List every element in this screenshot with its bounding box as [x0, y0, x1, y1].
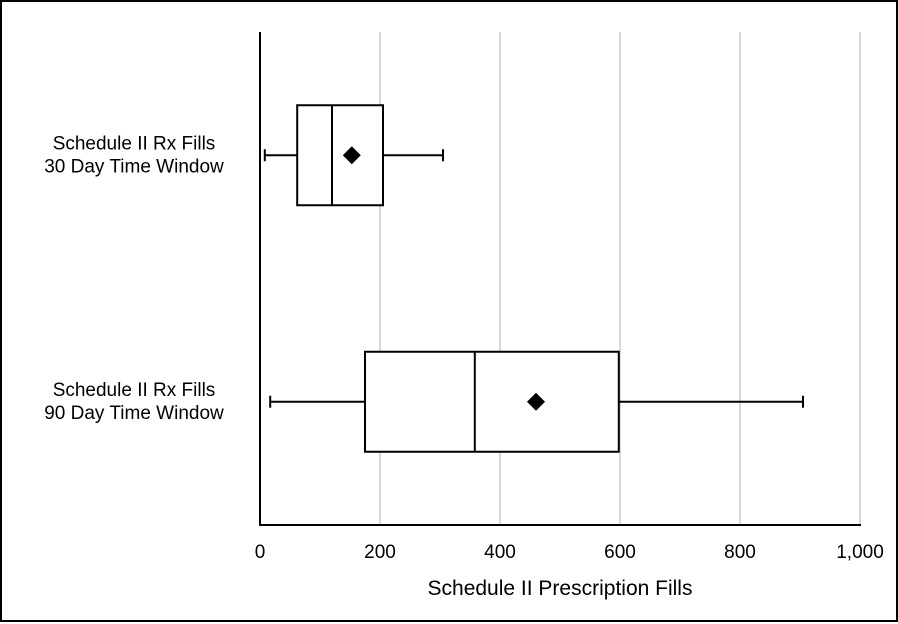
- box-series: [263, 104, 804, 453]
- category-label-line: Schedule II Rx Fills: [53, 133, 216, 154]
- category-labels: Schedule II Rx Fills 30 Day Time WindowSc…: [44, 133, 224, 424]
- axes: [259, 32, 861, 526]
- category-label-line: 30 Day Time Window: [44, 156, 224, 177]
- category-label-1: Schedule II Rx Fills 30 Day Time Window: [44, 133, 224, 177]
- box-1: [263, 104, 444, 207]
- x-tick-label-400: 400: [484, 542, 516, 563]
- iqr-box: [296, 104, 385, 207]
- box-2: [269, 350, 804, 453]
- category-label-line: Schedule II Rx Fills: [53, 380, 216, 401]
- category-label-line: 90 Day Time Window: [44, 403, 224, 424]
- category-label-2: Schedule II Rx Fills 90 Day Time Window: [44, 380, 224, 424]
- iqr-box: [364, 350, 620, 453]
- mean-marker: [342, 146, 361, 165]
- x-tick-label-1000: 1,000: [836, 542, 884, 563]
- x-axis-title: Schedule II Prescription Fills: [428, 577, 693, 600]
- x-tick-label-800: 800: [724, 542, 756, 563]
- x-tick-label-600: 600: [604, 542, 636, 563]
- x-tick-labels: 0 200 400 600 800 1,000: [255, 542, 884, 563]
- x-tick-label-200: 200: [364, 542, 396, 563]
- mean-marker: [527, 392, 545, 411]
- x-tick-label-0: 0: [255, 542, 266, 563]
